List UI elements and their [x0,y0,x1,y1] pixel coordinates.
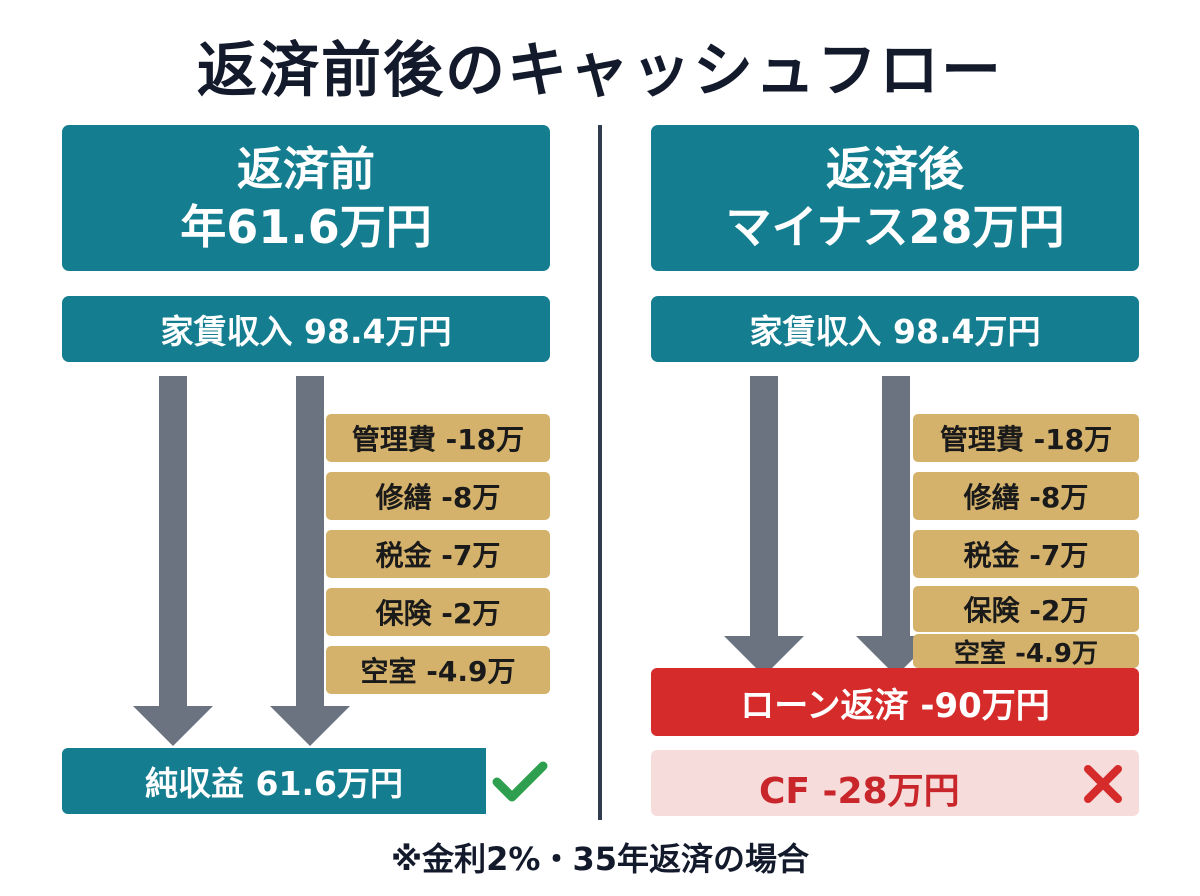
before-arrow-left [133,376,213,746]
before-expense-vacancy: 空室 -4.9万 [326,646,550,694]
before-result-label: 純収益 61.6万円 [145,764,403,803]
after-expense-repair: 修繕 -8万 [913,472,1139,520]
check-icon [492,761,548,802]
before-result-box: 純収益 61.6万円 [62,748,486,814]
after-header-amount: マイナス28万円 [725,200,1065,254]
before-expense-management: 管理費 -18万 [326,414,550,462]
after-header-box: 返済後 マイナス28万円 [651,125,1139,271]
after-expense-management: 管理費 -18万 [913,414,1139,462]
center-divider [598,125,602,820]
before-expense-insurance: 保険 -2万 [326,588,550,636]
cross-icon [1084,765,1122,803]
footnote: ※金利2%・35年返済の場合 [391,840,809,878]
page-title: 返済前後のキャッシュフロー [197,36,1003,106]
after-expense-tax: 税金 -7万 [913,530,1139,578]
after-arrow-left [724,376,804,676]
after-result-label: CF -28万円 [759,771,960,812]
before-expense-repair: 修繕 -8万 [326,472,550,520]
before-income-box: 家賃収入 98.4万円 [62,296,550,362]
after-income-box: 家賃収入 98.4万円 [651,296,1139,362]
after-header-label: 返済後 [826,142,964,196]
before-header-label: 返済前 [237,142,375,196]
loan-repayment-box: ローン返済 -90万円 [651,668,1139,736]
after-result-box: CF -28万円 [651,750,1139,816]
after-expense-insurance: 保険 -2万 [913,586,1139,632]
before-expense-tax: 税金 -7万 [326,530,550,578]
before-arrow-right [270,376,350,746]
before-header-amount: 年61.6万円 [180,200,432,254]
before-header-box: 返済前 年61.6万円 [62,125,550,271]
after-expense-vacancy: 空室 -4.9万 [913,634,1139,669]
